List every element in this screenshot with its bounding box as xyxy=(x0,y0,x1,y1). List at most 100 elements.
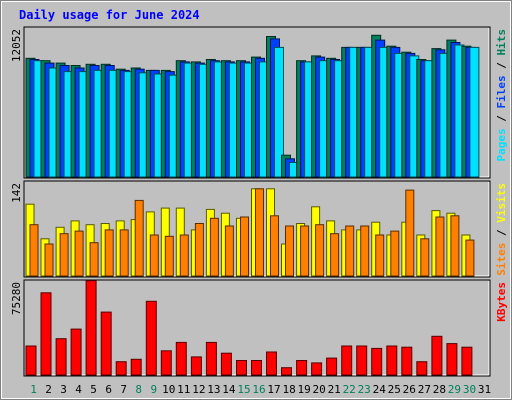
bar-sites-day-25 xyxy=(390,230,400,277)
x-tick-label: 19 xyxy=(297,383,310,396)
bar-sites-day-28 xyxy=(435,216,445,277)
bar-kbytes-day-13 xyxy=(205,341,217,376)
bar-sites-day-7 xyxy=(119,229,129,277)
y-axis-label-part: / xyxy=(495,109,508,129)
panel-kbytes: 75280 KBytes xyxy=(10,279,508,377)
bar-kbytes-day-26 xyxy=(401,346,413,376)
x-tick-label: 8 xyxy=(135,383,142,396)
bar-sites-day-1 xyxy=(29,224,39,277)
x-tick-label: 2 xyxy=(45,383,52,396)
x-tick-label: 23 xyxy=(358,383,371,396)
bar-sites-day-4 xyxy=(74,230,84,277)
bar-kbytes-day-22 xyxy=(341,345,353,376)
x-tick-label: 15 xyxy=(237,383,250,396)
bar-kbytes-day-27 xyxy=(416,361,428,376)
x-tick-label: 1 xyxy=(30,383,37,396)
x-tick-label: 18 xyxy=(282,383,295,396)
bar-kbytes-day-2 xyxy=(40,292,52,376)
y-axis-label: KBytes xyxy=(495,282,508,322)
bar-kbytes-day-28 xyxy=(431,335,443,376)
bar-sites-day-21 xyxy=(330,233,340,277)
x-tick-label: 6 xyxy=(105,383,112,396)
bar-kbytes-day-11 xyxy=(175,341,187,376)
bar-sites-day-18 xyxy=(285,225,294,277)
y-max-label: 12052 xyxy=(10,29,23,62)
y-axis-label-part: Files xyxy=(495,75,508,108)
bar-sites-day-11 xyxy=(179,234,189,277)
x-tick-label: 4 xyxy=(75,383,82,396)
bar-sites-day-5 xyxy=(89,242,99,277)
bar-kbytes-day-7 xyxy=(115,361,127,376)
bar-sites-day-9 xyxy=(149,234,159,277)
x-tick-label: 28 xyxy=(433,383,446,396)
bar-sites-day-30 xyxy=(465,239,475,277)
x-tick-label: 26 xyxy=(403,383,416,396)
x-tick-label: 11 xyxy=(177,383,190,396)
x-tick-label: 16 xyxy=(252,383,265,396)
bar-sites-day-8 xyxy=(134,199,144,277)
bar-kbytes-day-5 xyxy=(85,280,97,376)
y-axis-label-part: Hits xyxy=(495,29,508,56)
bar-sites-day-19 xyxy=(300,225,310,277)
y-axis-label-part: KBytes xyxy=(495,282,508,322)
y-axis-label: Pages / Files / Hits xyxy=(495,29,508,162)
y-axis-label-part: / xyxy=(495,56,508,76)
y-axis-label-part: Sites xyxy=(495,243,508,276)
bar-kbytes-day-30 xyxy=(461,346,473,376)
bar-kbytes-day-1 xyxy=(25,345,37,376)
x-tick-label: 9 xyxy=(150,383,157,396)
bar-kbytes-day-25 xyxy=(386,345,398,376)
panel-visits-sites: 142 Sites / Visits xyxy=(10,180,508,278)
x-tick-label: 22 xyxy=(343,383,356,396)
x-tick-label: 31 xyxy=(478,383,491,396)
bar-sites-day-29 xyxy=(450,215,460,277)
bar-kbytes-day-24 xyxy=(371,347,383,376)
bar-kbytes-day-20 xyxy=(311,362,323,376)
x-tick-label: 27 xyxy=(418,383,431,396)
y-axis-label-part: Visits xyxy=(495,183,508,223)
bar-sites-day-26 xyxy=(405,189,415,277)
bar-kbytes-day-23 xyxy=(356,345,368,376)
x-tick-label: 20 xyxy=(312,383,325,396)
x-tick-label: 30 xyxy=(463,383,476,396)
bar-kbytes-day-17 xyxy=(266,351,277,376)
bar-kbytes-day-18 xyxy=(281,367,292,376)
bar-sites-day-16 xyxy=(255,188,264,277)
bar-kbytes-day-14 xyxy=(220,352,232,376)
y-axis-label-part: Pages xyxy=(495,128,508,161)
bar-sites-day-2 xyxy=(44,243,54,277)
bar-sites-day-17 xyxy=(270,215,279,277)
bar-sites-day-23 xyxy=(360,225,370,277)
bar-sites-day-13 xyxy=(209,217,219,277)
bar-pages-day-30 xyxy=(469,46,480,178)
bar-kbytes-day-21 xyxy=(326,357,338,376)
x-tick-label: 7 xyxy=(120,383,127,396)
bar-sites-day-10 xyxy=(164,235,174,277)
x-tick-label: 21 xyxy=(328,383,341,396)
y-axis-label-part: / xyxy=(495,223,508,243)
bar-sites-day-22 xyxy=(345,225,355,277)
bar-kbytes-day-19 xyxy=(296,360,308,376)
bar-sites-day-15 xyxy=(240,216,249,277)
x-tick-label: 24 xyxy=(373,383,387,396)
chart-title: Daily usage for June 2024 xyxy=(19,8,200,22)
bar-sites-day-12 xyxy=(194,223,204,277)
x-tick-label: 29 xyxy=(448,383,461,396)
bar-sites-day-14 xyxy=(224,225,234,277)
bar-kbytes-day-6 xyxy=(100,311,112,376)
x-tick-label: 3 xyxy=(60,383,67,396)
bar-kbytes-day-4 xyxy=(70,328,82,376)
bar-kbytes-day-15 xyxy=(236,360,247,376)
bar-kbytes-day-16 xyxy=(251,360,262,376)
bar-kbytes-day-29 xyxy=(446,343,458,376)
bar-kbytes-day-9 xyxy=(145,300,157,376)
x-tick-label: 5 xyxy=(90,383,97,396)
x-axis-labels: 1 2 3 4 5 6 7 8 9 10 11 12 13 14 15 16 17 18 19 20 21 22 23 24 2… xyxy=(30,383,491,396)
y-max-label: 142 xyxy=(10,183,23,203)
bar-kbytes-day-8 xyxy=(130,358,142,376)
bar-kbytes-day-10 xyxy=(160,350,172,376)
bar-sites-day-3 xyxy=(59,233,69,277)
bar-sites-day-6 xyxy=(104,229,114,277)
